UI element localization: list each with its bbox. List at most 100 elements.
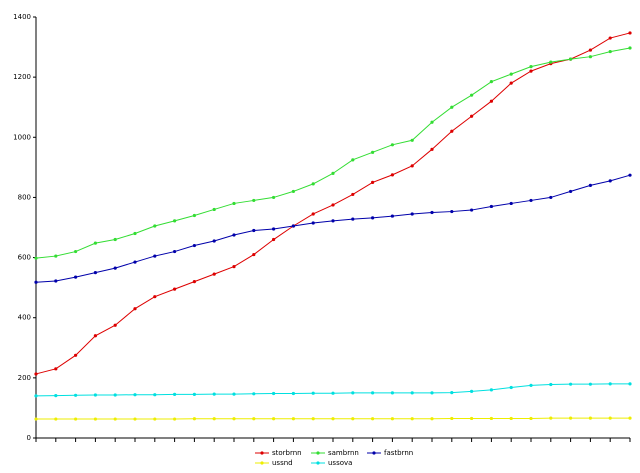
point [54, 393, 58, 398]
point [430, 391, 434, 395]
point [351, 217, 355, 221]
legend-label: storbrnn [272, 449, 302, 457]
point [192, 392, 196, 396]
point [232, 417, 236, 421]
point [569, 57, 573, 61]
point [628, 46, 632, 50]
point [192, 243, 196, 248]
legend-label: ussnd [272, 459, 293, 467]
y-tick-label: 200 [18, 374, 31, 382]
point [93, 417, 97, 421]
point [173, 249, 177, 254]
point [331, 171, 335, 175]
point [291, 224, 295, 228]
point [272, 227, 276, 231]
y-tick-label: 1400 [13, 13, 31, 21]
point [410, 391, 414, 395]
point [54, 367, 58, 371]
point [371, 417, 375, 421]
point [351, 158, 355, 162]
point [113, 417, 117, 421]
point [549, 382, 553, 387]
point [252, 252, 256, 257]
point [153, 417, 157, 421]
point [371, 391, 375, 395]
point [450, 105, 454, 109]
point [311, 182, 315, 186]
point [113, 266, 117, 270]
point [192, 417, 196, 421]
point [529, 69, 533, 73]
point [331, 203, 335, 207]
y-tick-label: 800 [18, 193, 31, 201]
point [133, 231, 137, 236]
point [390, 391, 394, 395]
point [351, 417, 355, 421]
point [192, 280, 196, 284]
point [133, 260, 137, 264]
point [212, 239, 216, 243]
point [74, 249, 78, 254]
point [509, 81, 513, 85]
y-tick-label: 600 [18, 254, 31, 262]
point [93, 271, 97, 275]
legend-label: fastbrnn [384, 449, 413, 457]
point [252, 198, 256, 203]
point [272, 391, 276, 396]
point [34, 372, 38, 376]
legend-label: ussova [328, 459, 352, 467]
point [489, 204, 493, 209]
legend-marker [316, 461, 320, 465]
point [371, 180, 375, 184]
point [153, 295, 157, 299]
point [470, 93, 474, 97]
point [628, 173, 632, 177]
point [608, 416, 612, 420]
point [133, 393, 137, 397]
point [470, 389, 474, 393]
point [153, 393, 157, 397]
point [232, 264, 236, 269]
point [232, 392, 236, 396]
point [509, 201, 513, 206]
point [113, 323, 117, 327]
point [351, 391, 355, 395]
point [74, 417, 78, 421]
point [529, 198, 533, 203]
series-line [35, 47, 631, 259]
point [272, 417, 276, 421]
point [34, 280, 38, 284]
point [470, 114, 474, 118]
point [588, 416, 593, 420]
point [450, 416, 454, 421]
point [74, 353, 78, 357]
point [509, 72, 513, 76]
point [450, 209, 454, 214]
point [232, 201, 236, 206]
point [608, 382, 612, 386]
point [628, 31, 632, 35]
point [628, 416, 632, 420]
legend-marker [372, 451, 376, 455]
point [410, 164, 414, 168]
point [133, 307, 137, 311]
point [549, 416, 553, 420]
point [232, 233, 236, 237]
point [588, 382, 593, 386]
point [93, 241, 97, 245]
point [450, 129, 454, 133]
point [291, 189, 295, 194]
point [173, 392, 177, 396]
y-tick-label: 1200 [13, 73, 31, 81]
point [489, 80, 493, 84]
legend-label: sambrnn [328, 449, 359, 457]
point [74, 275, 78, 279]
point [34, 394, 38, 398]
point [331, 219, 335, 223]
point [54, 279, 58, 283]
point [569, 416, 573, 420]
point [371, 150, 375, 154]
point [291, 391, 295, 396]
point [311, 391, 315, 395]
legend-marker [316, 451, 320, 455]
